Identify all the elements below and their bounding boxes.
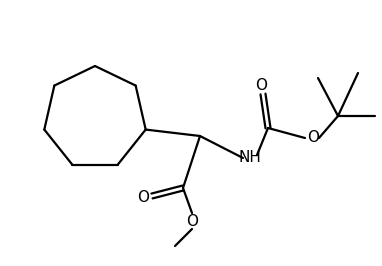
Text: O: O bbox=[307, 131, 319, 146]
Text: O: O bbox=[137, 190, 149, 206]
Text: O: O bbox=[186, 214, 198, 230]
Text: O: O bbox=[255, 77, 267, 93]
Text: NH: NH bbox=[239, 151, 261, 165]
